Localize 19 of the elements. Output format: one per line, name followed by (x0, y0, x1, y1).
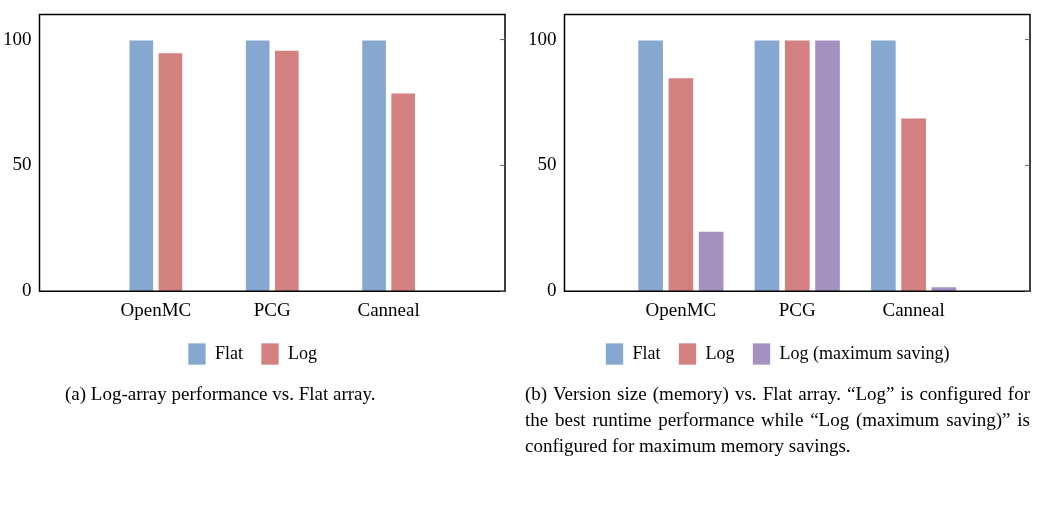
x-tick-label: OpenMC (645, 298, 717, 320)
legend-label: Log (maximum saving) (779, 342, 950, 364)
y-tick-label: 100 (3, 27, 32, 49)
legend-label: Flat (632, 342, 661, 363)
x-tick-label: PCG (778, 298, 817, 320)
x-tick-label: Canneal (357, 298, 420, 320)
y-tick-label: 50 (537, 153, 557, 175)
x-tick-label: Canneal (882, 298, 945, 320)
legend-label: Log (705, 342, 735, 363)
legend-label: Log (288, 342, 317, 363)
legend-label: Flat (215, 342, 244, 363)
text: (a) Log-array performance vs. Flat array. (64, 382, 377, 406)
text: (b) Version size (memory) vs. Flat array. “Log” is configured for the best runtime performance while “Log (maximum saving)” is configured for maximum memory savings. (525, 382, 1031, 458)
x-tick-label: OpenMC (120, 298, 192, 320)
y-tick-label: 50 (12, 153, 32, 175)
x-tick-label: PCG (253, 298, 292, 320)
y-tick-label: 100 (528, 27, 557, 49)
y-tick-label: 0 (547, 279, 557, 301)
y-tick-label: 0 (22, 279, 32, 301)
